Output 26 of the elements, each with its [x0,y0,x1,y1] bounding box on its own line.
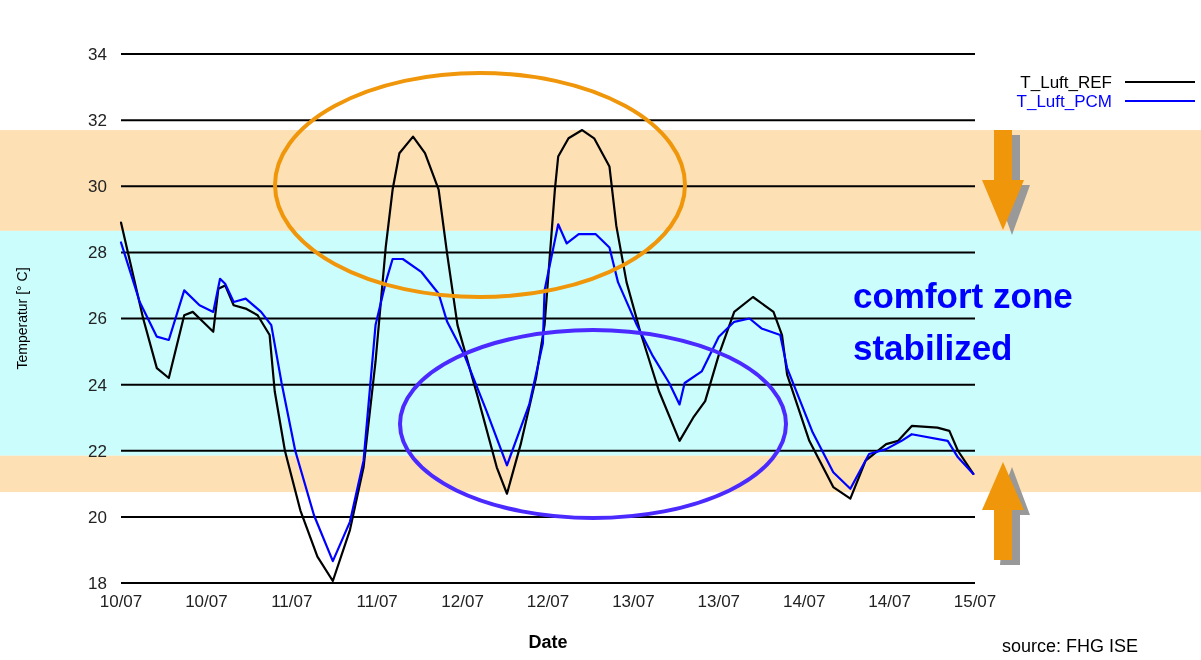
y-tick-label: 22 [88,441,107,461]
y-tick-label: 24 [88,375,107,395]
annotation: comfort zone stabilized [853,275,1074,369]
y-tick-label: 18 [88,573,107,593]
legend-label: T_Luft_PCM [1016,92,1112,111]
x-tick-label: 14/07 [782,592,826,611]
source-note: source: FHG ISE [1001,636,1138,656]
legend-label: T_Luft_REF [1020,73,1112,92]
x-tick-label: 12/07 [526,592,570,611]
x-tick-label: 10/07 [185,592,228,611]
x-tick-label: 11/07 [271,592,313,611]
x-axis-title: Date [528,632,568,652]
y-axis-title: Temperatur [° C] [14,267,30,370]
y-tick-label: 28 [88,243,107,263]
y-tick-label: 30 [88,177,107,197]
x-tick-label: 13/07 [697,592,741,611]
x-tick-label: 14/07 [868,592,911,611]
x-tick-label: 11/07 [356,592,398,611]
x-tick-label: 15/07 [953,592,997,611]
y-tick-label: 34 [88,44,107,64]
y-tick-label: 32 [88,111,107,131]
x-tick-label: 12/07 [441,592,484,611]
y-tick-label: 20 [88,507,107,527]
x-tick-label: 13/07 [612,592,655,611]
x-tick-label: 10/07 [99,592,143,611]
y-tick-label: 26 [88,309,107,329]
